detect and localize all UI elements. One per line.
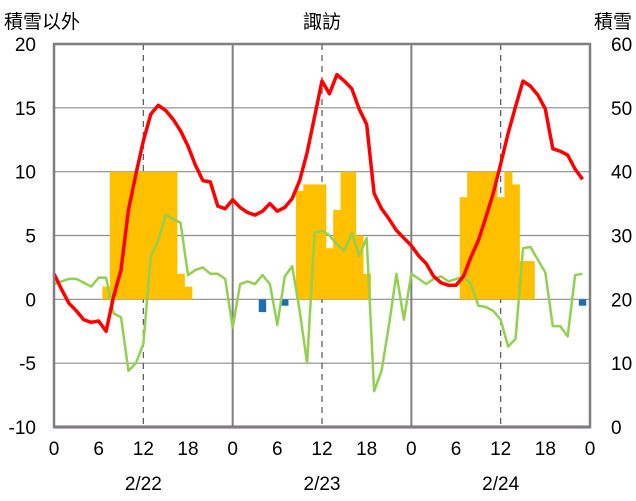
left-tick-label: 5 [25, 227, 36, 248]
x-tick-label: 0 [406, 439, 417, 460]
snow-depth-bar [333, 209, 342, 300]
snow-depth-bar [467, 171, 476, 300]
right-tick-label: 0 [611, 418, 622, 439]
snow-depth-bar [139, 171, 148, 300]
snow-depth-bar [511, 184, 520, 300]
snow-depth-bar [355, 235, 364, 300]
snow-depth-bar [504, 171, 513, 300]
precipitation-bar [281, 299, 289, 306]
snow-depth-bar [325, 248, 334, 300]
snow-depth-bar [526, 261, 535, 300]
left-tick-label: 15 [15, 99, 36, 120]
snow-depth-bar [340, 171, 349, 300]
snow-depth-bar [295, 190, 304, 300]
right-tick-label: 60 [611, 35, 632, 56]
x-tick-label: 6 [451, 439, 462, 460]
date-label: 2/24 [482, 474, 519, 495]
snow-depth-bar [482, 171, 491, 300]
snow-depth-bar [519, 261, 528, 300]
chart-title: 諏訪 [303, 11, 341, 33]
snow-depth-bar [117, 171, 126, 300]
snow-depth-bar [489, 171, 498, 300]
snow-depth-bar [169, 171, 178, 300]
snow-depth-bars [102, 171, 535, 300]
snow-depth-bar [132, 171, 141, 300]
snow-depth-bar [362, 273, 371, 300]
left-tick-label: 10 [15, 163, 36, 184]
right-tick-label: 50 [611, 99, 632, 120]
x-tick-label: 0 [49, 439, 60, 460]
x-tick-label: 0 [585, 439, 596, 460]
snow-depth-bar [161, 171, 170, 300]
precipitation-bar [258, 299, 267, 313]
precipitation-bars [258, 299, 587, 313]
right-tick-label: 20 [611, 290, 632, 311]
right-tick-label: 40 [611, 163, 632, 184]
date-label: 2/22 [125, 474, 162, 495]
left-tick-label: 20 [15, 35, 36, 56]
x-tick-label: 12 [311, 439, 332, 460]
snow-depth-bar [109, 171, 118, 300]
right-axis-label: 積雪 [594, 11, 632, 33]
x-tick-label: 12 [133, 439, 154, 460]
x-tick-label: 18 [356, 439, 377, 460]
x-tick-label: 18 [177, 439, 198, 460]
snow-depth-bar [176, 273, 185, 300]
x-tick-label: 12 [490, 439, 511, 460]
plot-border [52, 42, 592, 429]
snow-depth-bar [496, 197, 505, 300]
right-tick-label: 10 [611, 354, 632, 375]
snow-depth-bar [459, 197, 468, 300]
snow-depth-bar [102, 286, 111, 300]
left-axis-label: 積雪以外 [4, 11, 80, 33]
snow-depth-bar [184, 286, 193, 300]
left-tick-label: -5 [19, 354, 36, 375]
x-tick-label: 6 [272, 439, 283, 460]
snow-depth-bar [124, 171, 133, 300]
snow-depth-bar [147, 171, 156, 300]
snow-depth-bar [318, 184, 327, 300]
right-tick-label: 30 [611, 227, 632, 248]
date-label: 2/23 [304, 474, 341, 495]
x-tick-label: 6 [93, 439, 104, 460]
left-tick-label: -10 [9, 418, 36, 439]
precipitation-bar [578, 299, 587, 306]
red-series-line [52, 72, 584, 333]
x-tick-label: 18 [535, 439, 556, 460]
plot-frame [52, 42, 592, 429]
left-tick-label: 0 [25, 290, 36, 311]
x-tick-label: 0 [227, 439, 238, 460]
snow-depth-bar [303, 184, 312, 300]
green-series-line [53, 213, 583, 393]
